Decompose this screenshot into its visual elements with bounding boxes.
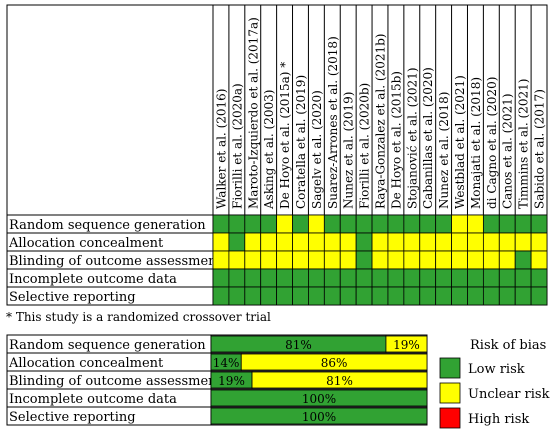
summary-bar-label: 100% — [302, 410, 336, 424]
study-label: Westblad et al. (2021) — [453, 75, 467, 209]
study-label: Asking et al. (2003) — [262, 90, 276, 210]
domain-label: Incomplete outcome data — [9, 272, 177, 287]
study-label: De Hoyo et al. (2015a) * — [278, 62, 292, 209]
study-label: Timmins et al. (2021) — [517, 79, 531, 209]
summary-bar-segment — [210, 407, 428, 425]
study-label: Suarez-Arrones et al. (2018) — [326, 36, 340, 209]
domain-label: Blinding of outcome assessment — [9, 254, 223, 269]
summary-category-label: Incomplete outcome data — [9, 392, 177, 407]
legend-label: Unclear risk — [468, 387, 550, 402]
summary-bar-segment — [210, 389, 428, 407]
study-label: Nunez et al. (2019) — [342, 92, 356, 209]
study-label: Fiorilli et al. (2020b) — [358, 83, 372, 209]
legend-label: Low risk — [468, 362, 525, 377]
legend-label: High risk — [468, 412, 529, 427]
summary-bar-label: 81% — [285, 338, 312, 352]
study-label: Canos et al. (2021) — [501, 93, 515, 209]
study-label: Walker et al. (2016) — [214, 89, 228, 209]
study-label: Sabido et al. (2017) — [533, 89, 547, 209]
summary-category-label: Selective reporting — [9, 410, 136, 425]
domain-label: Random sequence generation — [9, 218, 206, 233]
summary-bar-segment — [385, 335, 428, 353]
study-label: Fiorilli et al. (2020a) — [230, 83, 244, 209]
summary-category-label: Random sequence generation — [9, 338, 206, 353]
summary-bar-label: 81% — [326, 374, 353, 388]
rating-cell — [530, 286, 548, 306]
legend-swatch — [439, 407, 461, 429]
summary-bar-label: 100% — [302, 392, 336, 406]
summary-bar-segment — [240, 353, 428, 371]
study-label: Nunez et al. (2018) — [437, 92, 451, 209]
summary-bar-segment — [251, 371, 428, 389]
study-label: Cabanillas et al. (2020) — [421, 67, 435, 209]
study-label: Coratella et al. (2019) — [294, 75, 308, 209]
summary-bar-label: 19% — [393, 338, 420, 352]
study-label: Monajati et al. (2018) — [469, 77, 483, 209]
study-label: Stojanović et al. (2021) — [405, 67, 419, 209]
domain-label: Allocation concealment — [8, 236, 164, 251]
summary-bar-label: 19% — [218, 374, 245, 388]
risk-of-bias-grid: Walker et al. (2016) Fiorilli et al. (202… — [6, 4, 548, 306]
study-label: Raya-Gonzalez et al. (2021b) — [374, 34, 388, 210]
study-label: Maroto-Izquierdo et al. (2017a) — [246, 17, 260, 209]
study-label: De Hoyo et al. (2015b) — [389, 71, 403, 209]
legend-title: Risk of bias — [470, 338, 546, 353]
legend-swatch — [439, 357, 461, 379]
summary-bar-label: 86% — [321, 356, 348, 370]
summary-bar-label: 14% — [213, 356, 240, 370]
study-label: Sagelv et al. (2020) — [310, 90, 324, 209]
domain-label: Selective reporting — [9, 290, 136, 305]
legend-swatch — [439, 382, 461, 404]
study-label: di Cagno et al. (2020) — [485, 77, 499, 209]
footnote: * This study is a randomized crossover t… — [6, 310, 271, 324]
summary-category-label: Blinding of outcome assessment — [9, 374, 223, 389]
summary-category-label: Allocation concealment — [8, 356, 164, 371]
